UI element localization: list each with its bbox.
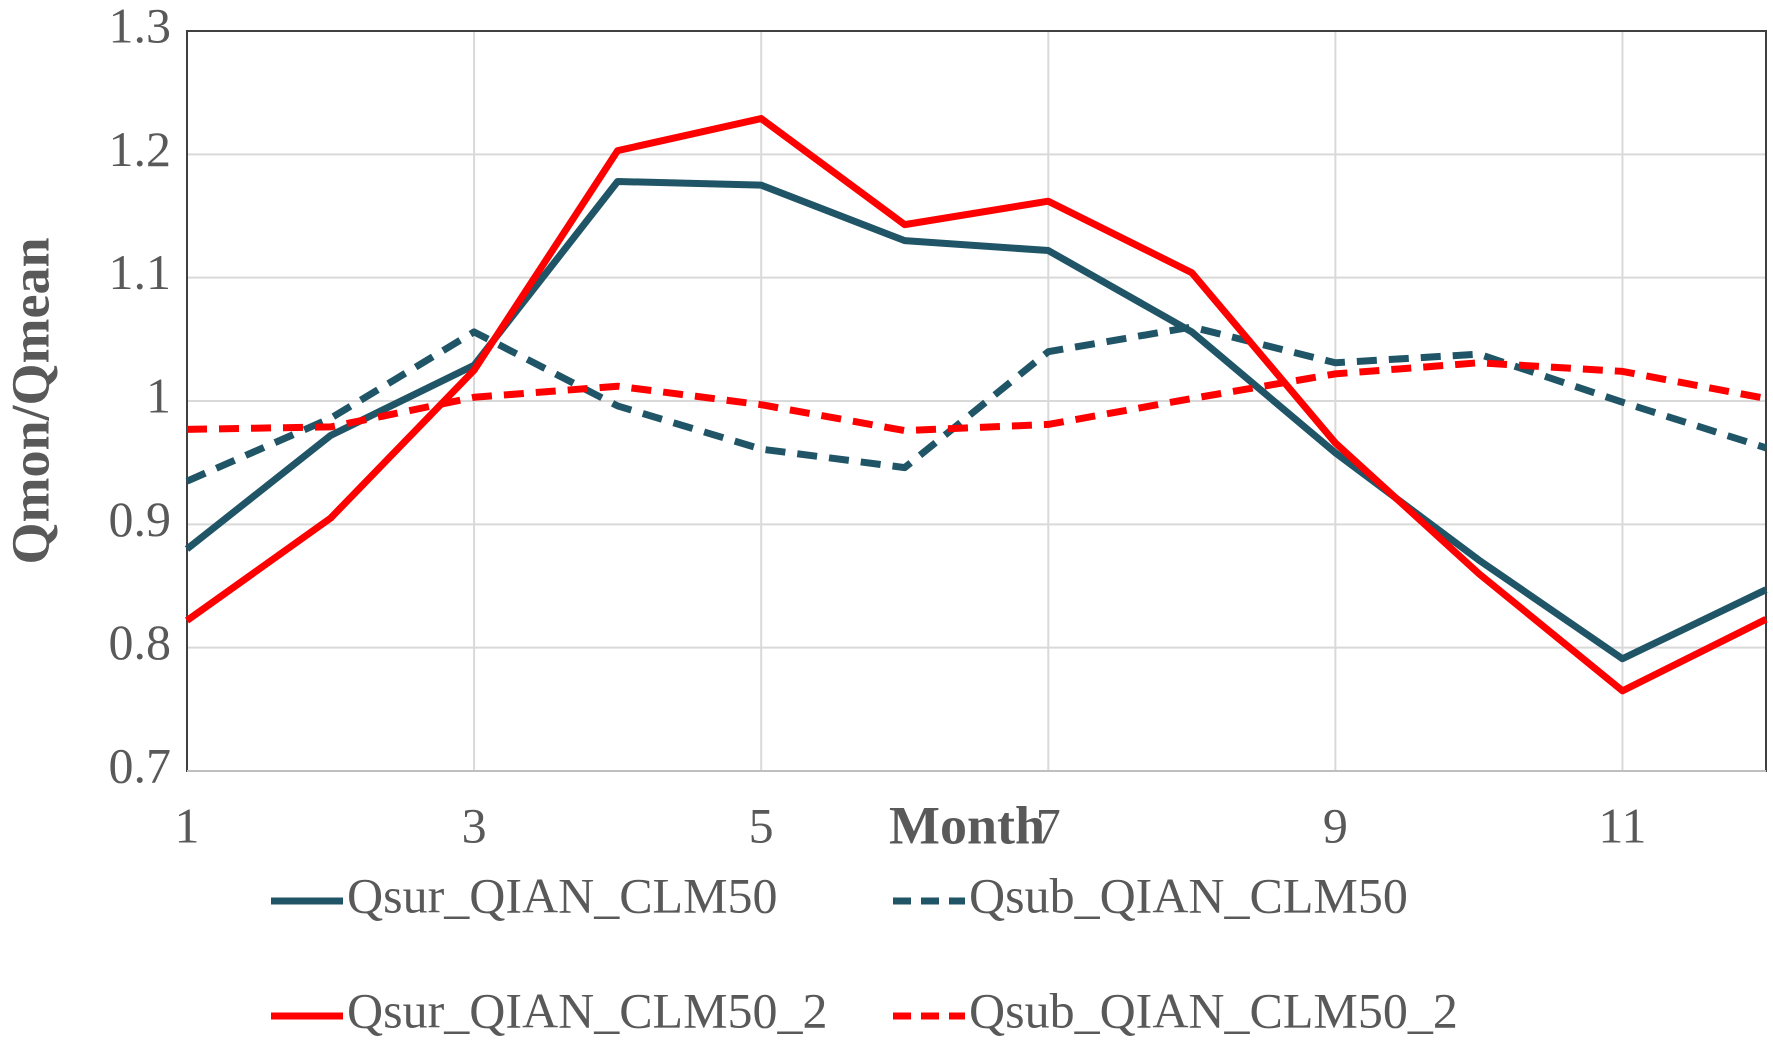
y-tick-label: 1 [146, 367, 171, 423]
legend-label: Qsub_QIAN_CLM50_2 [969, 982, 1458, 1038]
x-axis-label: Month [889, 795, 1045, 855]
x-tick-label: 1 [175, 797, 200, 853]
y-tick-label: 0.9 [109, 491, 172, 547]
legend-label: Qsub_QIAN_CLM50 [969, 867, 1408, 923]
x-tick-label: 7 [1036, 797, 1061, 853]
x-tick-label: 5 [749, 797, 774, 853]
legend-label: Qsur_QIAN_CLM50 [347, 867, 778, 923]
y-tick-label: 1.1 [109, 244, 172, 300]
x-tick-label: 3 [462, 797, 487, 853]
series-line [186, 359, 1767, 435]
x-tick-label: 11 [1598, 797, 1646, 853]
y-tick-label: 1.2 [109, 121, 172, 177]
y-axis-label: Qmon/Qmean [0, 237, 60, 564]
legend-label: Qsur_QIAN_CLM50_2 [347, 982, 828, 1038]
y-tick-label: 0.8 [109, 614, 172, 670]
x-tick-label: 9 [1323, 797, 1348, 853]
y-tick-label: 1.3 [109, 0, 172, 53]
series-line [184, 177, 1768, 663]
series-line [184, 115, 1768, 695]
y-tick-label: 0.7 [109, 737, 172, 793]
series-line [185, 323, 1768, 485]
